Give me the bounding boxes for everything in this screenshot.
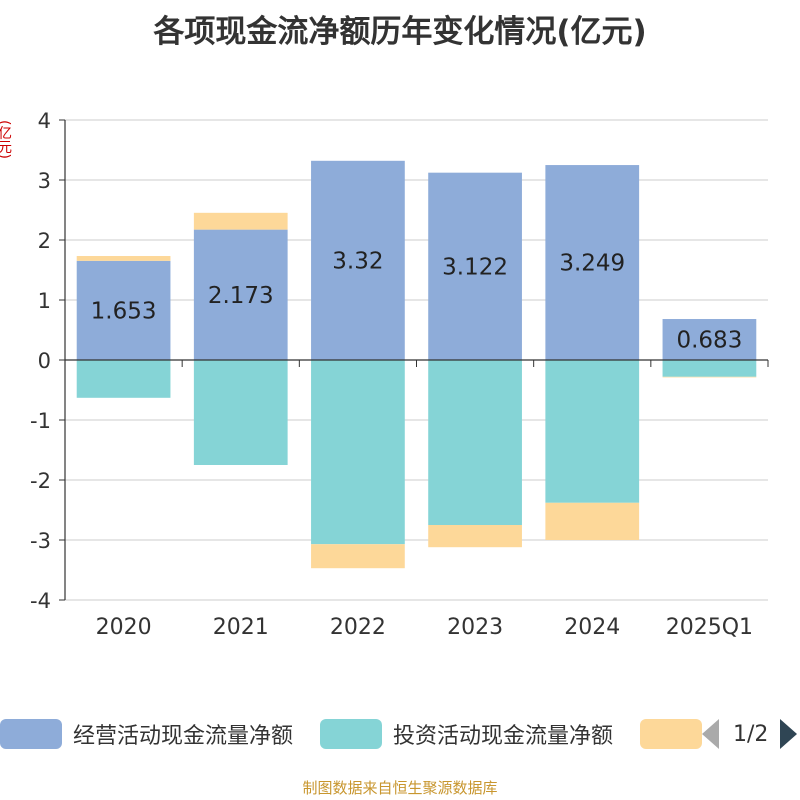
bar-investing-2025Q1 <box>662 360 757 377</box>
chart-title: 各项现金流净额历年变化情况(亿元) <box>153 14 647 50</box>
bar-financing-2024 <box>545 502 640 540</box>
data-source-note: 制图数据来自恒生聚源数据库 <box>302 779 498 797</box>
y-tick-label: 2 <box>38 229 51 253</box>
y-axis-unit: (亿元) <box>0 120 12 159</box>
x-tick-label: 2025Q1 <box>666 615 753 640</box>
data-label-operating: 3.122 <box>442 254 508 280</box>
y-tick-label: 3 <box>38 169 51 193</box>
bar-financing-2020 <box>76 256 171 261</box>
bar-financing-2021 <box>193 212 288 230</box>
y-tick-label: 4 <box>38 109 51 133</box>
x-tick-label: 2021 <box>213 615 269 640</box>
data-label-operating: 3.249 <box>559 251 625 277</box>
y-tick-label: -1 <box>30 409 51 433</box>
legend-page-indicator: 1/2 <box>733 721 769 747</box>
bar-financing-2022 <box>311 544 405 569</box>
bar-investing-2021 <box>193 360 288 465</box>
bar-financing-2023 <box>428 525 522 548</box>
legend-swatch-financing <box>640 719 702 749</box>
y-tick-label: -3 <box>30 529 51 553</box>
y-tick-label: 0 <box>38 349 51 373</box>
cashflow-bar-chart: 4 3 2 1 0 -1 -2 -3 -4 1.653 2.173 3.32 3.122 3.249 0.6… <box>30 109 769 640</box>
x-tick-label: 2022 <box>330 615 386 640</box>
data-label-operating: 3.32 <box>332 248 383 274</box>
triangle-left-icon[interactable] <box>702 719 719 749</box>
data-label-operating: 1.653 <box>91 298 157 324</box>
legend-swatch-investing <box>320 719 382 749</box>
triangle-right-icon[interactable] <box>780 719 798 749</box>
legend: 经营活动现金流量净额 投资活动现金流量净额 1/2 <box>0 716 800 752</box>
bar-operating-2024 <box>545 165 640 360</box>
legend-pager: 1/2 <box>702 716 798 752</box>
legend-item-operating[interactable]: 经营活动现金流量净额 <box>0 716 293 752</box>
bar-financing-2025Q1 <box>662 376 757 378</box>
bar-investing-2022 <box>311 360 405 545</box>
y-tick-label: -2 <box>30 469 51 493</box>
legend-item-financing[interactable] <box>640 716 702 752</box>
x-tick-label: 2020 <box>96 615 152 640</box>
bar-investing-2024 <box>545 360 640 503</box>
x-tick-label: 2023 <box>447 615 503 640</box>
legend-swatch-operating <box>0 719 62 749</box>
y-tick-label: -4 <box>30 589 51 613</box>
y-tick-label: 1 <box>38 289 51 313</box>
data-label-operating: 2.173 <box>208 283 274 309</box>
bar-operating-2022 <box>311 160 405 360</box>
x-tick-label: 2024 <box>564 615 620 640</box>
bar-operating-2021 <box>193 229 288 360</box>
bar-operating-2023 <box>428 172 522 360</box>
bar-investing-2020 <box>76 360 171 398</box>
legend-label-operating: 经营活动现金流量净额 <box>73 724 294 749</box>
bar-investing-2023 <box>428 360 522 525</box>
bar-operating-2025Q1 <box>662 319 757 360</box>
bar-operating-2020 <box>76 260 171 360</box>
legend-label-investing: 投资活动现金流量净额 <box>393 724 614 749</box>
legend-item-investing[interactable]: 投资活动现金流量净额 <box>320 716 613 752</box>
data-label-operating: 0.683 <box>676 328 742 354</box>
